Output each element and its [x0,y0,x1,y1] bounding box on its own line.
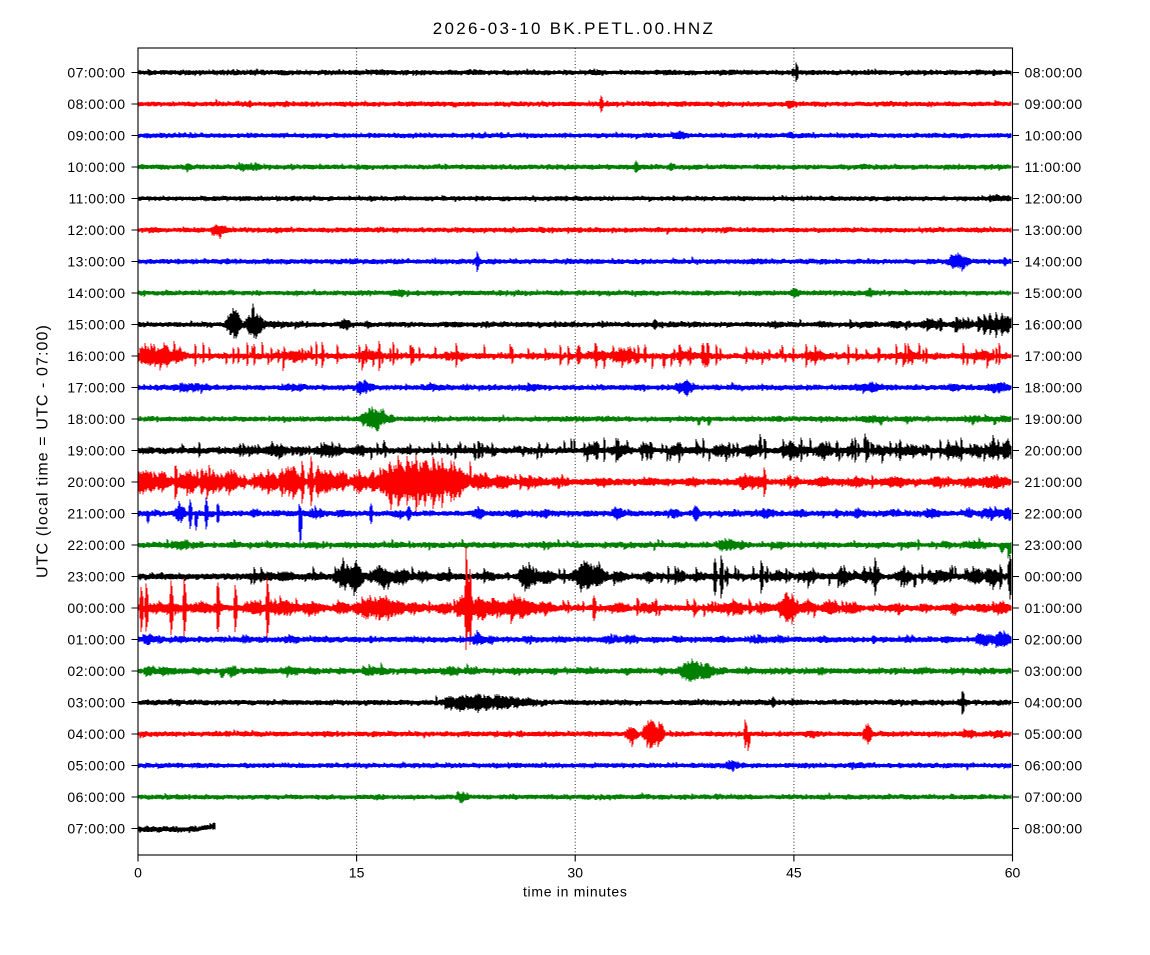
svg-text:UTC (local time = UTC - 07:00): UTC (local time = UTC - 07:00) [35,324,52,578]
svg-text:15: 15 [349,865,365,881]
svg-text:45: 45 [786,865,802,881]
svg-text:06:00:00: 06:00:00 [67,789,125,805]
svg-text:15:00:00: 15:00:00 [1025,285,1083,301]
svg-text:22:00:00: 22:00:00 [67,537,125,553]
svg-text:23:00:00: 23:00:00 [1025,537,1083,553]
svg-text:18:00:00: 18:00:00 [67,411,125,427]
svg-text:07:00:00: 07:00:00 [67,821,125,837]
svg-text:19:00:00: 19:00:00 [1025,411,1083,427]
svg-text:10:00:00: 10:00:00 [67,159,125,175]
svg-text:14:00:00: 14:00:00 [67,285,125,301]
svg-text:09:00:00: 09:00:00 [67,128,125,144]
svg-text:02:00:00: 02:00:00 [67,663,125,679]
svg-text:13:00:00: 13:00:00 [1025,222,1083,238]
svg-text:06:00:00: 06:00:00 [1025,758,1083,774]
svg-text:15:00:00: 15:00:00 [67,317,125,333]
svg-text:07:00:00: 07:00:00 [1025,789,1083,805]
svg-text:09:00:00: 09:00:00 [1025,96,1083,112]
svg-text:08:00:00: 08:00:00 [67,96,125,112]
svg-text:2026-03-10 BK.PETL.00.HNZ: 2026-03-10 BK.PETL.00.HNZ [433,19,715,38]
svg-text:01:00:00: 01:00:00 [67,632,125,648]
svg-text:22:00:00: 22:00:00 [1025,506,1083,522]
svg-text:05:00:00: 05:00:00 [1025,726,1083,742]
svg-text:18:00:00: 18:00:00 [1025,380,1083,396]
svg-text:16:00:00: 16:00:00 [1025,317,1083,333]
svg-text:03:00:00: 03:00:00 [1025,663,1083,679]
svg-text:04:00:00: 04:00:00 [1025,695,1083,711]
svg-text:16:00:00: 16:00:00 [67,348,125,364]
svg-text:04:00:00: 04:00:00 [67,726,125,742]
svg-text:21:00:00: 21:00:00 [1025,474,1083,490]
svg-text:08:00:00: 08:00:00 [1025,821,1083,837]
svg-text:11:00:00: 11:00:00 [68,191,125,207]
svg-text:14:00:00: 14:00:00 [1025,254,1083,270]
svg-text:30: 30 [567,865,583,881]
svg-text:00:00:00: 00:00:00 [67,600,125,616]
svg-text:23:00:00: 23:00:00 [67,569,125,585]
svg-text:12:00:00: 12:00:00 [1025,191,1083,207]
svg-text:21:00:00: 21:00:00 [67,506,125,522]
svg-text:13:00:00: 13:00:00 [67,254,125,270]
svg-text:11:00:00: 11:00:00 [1025,159,1082,175]
svg-text:17:00:00: 17:00:00 [67,380,125,396]
svg-text:05:00:00: 05:00:00 [67,758,125,774]
svg-text:20:00:00: 20:00:00 [1025,443,1083,459]
svg-text:10:00:00: 10:00:00 [1025,128,1083,144]
svg-text:00:00:00: 00:00:00 [1025,569,1083,585]
svg-text:08:00:00: 08:00:00 [1025,65,1083,81]
svg-text:60: 60 [1005,865,1021,881]
svg-text:20:00:00: 20:00:00 [67,474,125,490]
svg-text:19:00:00: 19:00:00 [67,443,125,459]
svg-text:02:00:00: 02:00:00 [1025,632,1083,648]
svg-text:07:00:00: 07:00:00 [67,65,125,81]
svg-text:0: 0 [134,865,142,881]
svg-text:time in minutes: time in minutes [523,883,628,899]
svg-text:01:00:00: 01:00:00 [1025,600,1083,616]
svg-text:03:00:00: 03:00:00 [67,695,125,711]
svg-text:12:00:00: 12:00:00 [67,222,125,238]
svg-text:17:00:00: 17:00:00 [1025,348,1083,364]
